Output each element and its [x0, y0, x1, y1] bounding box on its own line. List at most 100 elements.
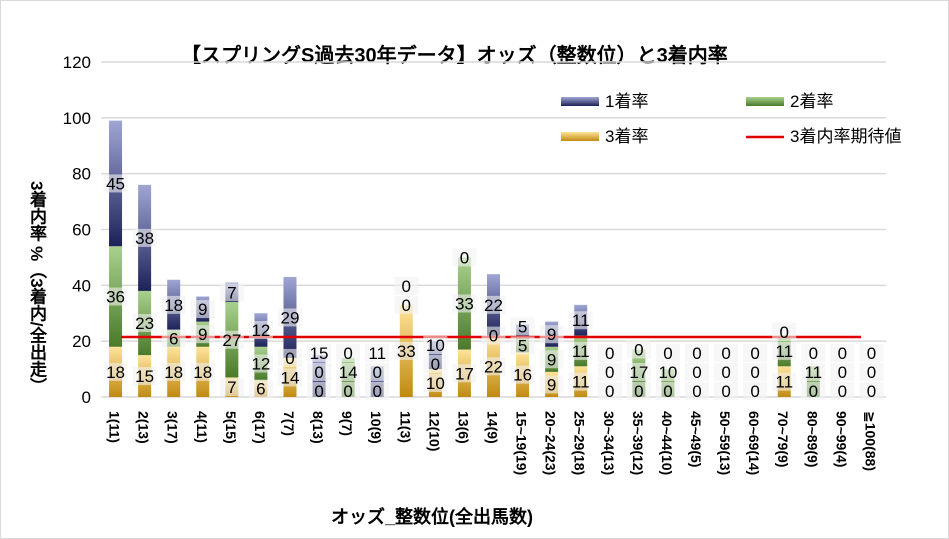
- data-label: 11: [368, 344, 386, 363]
- data-label: 5: [518, 336, 527, 355]
- data-label-bg: [423, 374, 448, 393]
- data-label-bg: [481, 326, 506, 345]
- data-label-bg: [801, 363, 826, 381]
- x-tick-label: ≧100(88): [862, 411, 878, 471]
- data-label-bg: [655, 382, 680, 400]
- data-label: 18: [164, 296, 183, 315]
- data-label: 17: [629, 363, 648, 382]
- y-tick-label: 60: [72, 221, 91, 240]
- data-label-bg: [597, 344, 622, 362]
- data-label-bg: [132, 314, 157, 333]
- data-label: 23: [135, 314, 154, 333]
- data-label-bg: [597, 382, 622, 400]
- data-label-bg: [365, 382, 390, 400]
- data-label-bg: [336, 382, 361, 400]
- data-label-bg: [801, 344, 826, 362]
- data-label-bg: [626, 340, 651, 359]
- data-label-bg: [539, 350, 564, 369]
- data-label-bg: [830, 363, 855, 381]
- data-label-bg: [161, 329, 186, 348]
- data-label: 11: [572, 342, 590, 361]
- legend-label: 3着内率期待値: [790, 127, 901, 146]
- data-label: 11: [775, 373, 793, 392]
- data-label-bg: [568, 372, 593, 391]
- x-tick-label: 7(7): [281, 411, 297, 436]
- data-label-bg: [190, 325, 215, 344]
- data-label: 18: [106, 363, 125, 382]
- data-label: 7: [227, 378, 236, 397]
- data-label: 6: [169, 329, 178, 348]
- data-label: 0: [721, 382, 730, 401]
- data-label: 0: [663, 344, 672, 363]
- x-tick-label: 11(3): [397, 411, 413, 443]
- data-label: 17: [455, 364, 474, 383]
- data-label: 15: [135, 367, 154, 386]
- data-label: 9: [547, 325, 556, 344]
- y-tick-label: 120: [63, 53, 91, 72]
- data-label: 0: [460, 248, 469, 267]
- x-tick-label: 80~89(9): [804, 411, 820, 467]
- data-label-bg: [714, 382, 739, 400]
- data-label-bg: [219, 378, 244, 397]
- x-tick-label: 35~39(12): [630, 411, 646, 475]
- legend-label: 2着率: [790, 92, 833, 111]
- x-tick-label: 70~79(9): [775, 411, 791, 467]
- data-label: 38: [135, 229, 154, 248]
- data-label-bg: [336, 344, 361, 362]
- data-label-bg: [103, 362, 128, 381]
- data-label: 12: [251, 355, 270, 374]
- data-label: 0: [314, 382, 323, 401]
- data-label-bg: [132, 228, 157, 247]
- data-label-bg: [190, 300, 215, 319]
- data-label: 0: [634, 341, 643, 360]
- data-label-bg: [103, 174, 128, 193]
- data-label: 0: [721, 344, 730, 363]
- data-label-bg: [161, 362, 186, 381]
- data-label: 0: [634, 382, 643, 401]
- x-tick-label: 4(11): [194, 411, 210, 443]
- data-label-bg: [743, 382, 768, 400]
- data-label-bg: [772, 372, 797, 391]
- data-label-bg: [452, 364, 477, 383]
- data-label-bg: [685, 363, 710, 381]
- data-label: 16: [513, 366, 532, 385]
- data-label-bg: [801, 382, 826, 400]
- data-label-bg: [481, 357, 506, 376]
- data-label-bg: [714, 344, 739, 362]
- data-label: 45: [106, 174, 125, 193]
- data-label: 14: [339, 363, 358, 382]
- data-label-bg: [597, 363, 622, 381]
- data-label: 0: [372, 382, 381, 401]
- legend-swatch-1着率: [561, 97, 599, 106]
- data-label: 18: [193, 363, 212, 382]
- data-label-bg: [655, 363, 680, 381]
- x-tick-label: 90~99(4): [833, 411, 849, 467]
- data-label: 7: [227, 283, 236, 302]
- y-axis-label: 3着内率 %（3着内/全出走）: [27, 181, 46, 395]
- x-tick-label: 10(9): [368, 411, 384, 444]
- data-label-bg: [510, 317, 535, 336]
- data-label: 0: [721, 363, 730, 382]
- data-label-bg: [307, 363, 332, 381]
- data-label: 0: [692, 382, 701, 401]
- x-tick-label: 12(10): [426, 411, 442, 451]
- data-label-bg: [219, 330, 244, 349]
- data-label-bg: [277, 368, 302, 387]
- data-label-bg: [161, 295, 186, 314]
- data-label: 36: [106, 288, 125, 307]
- y-tick-label: 40: [72, 276, 91, 295]
- data-label: 0: [372, 363, 381, 382]
- data-label-bg: [365, 344, 390, 362]
- data-label: 18: [164, 363, 183, 382]
- data-label-bg: [830, 344, 855, 362]
- data-label: 29: [281, 308, 300, 327]
- data-label: 9: [547, 375, 556, 394]
- data-label-bg: [103, 287, 128, 306]
- data-label-bg: [365, 363, 390, 381]
- data-label: 15: [310, 344, 329, 363]
- data-label: 0: [780, 323, 789, 342]
- data-label-bg: [277, 308, 302, 327]
- data-label: 11: [775, 342, 793, 361]
